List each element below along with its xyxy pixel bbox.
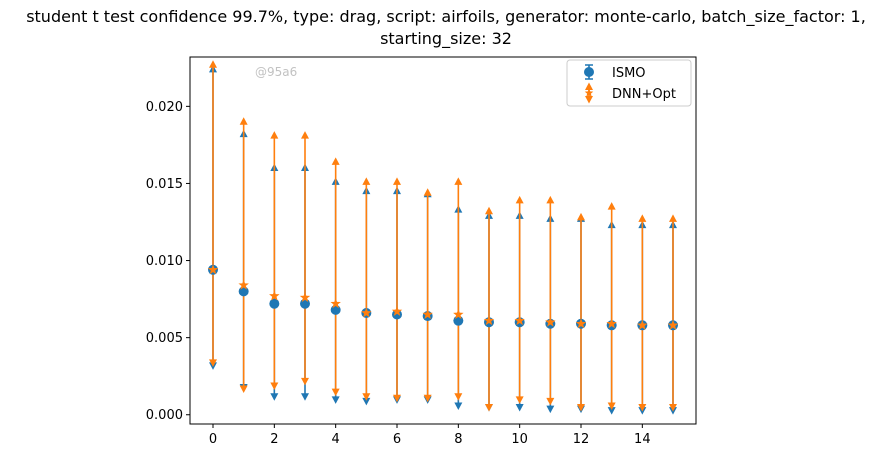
- dnn-upper-cap: [301, 131, 309, 139]
- dnn-lower-cap: [239, 385, 248, 394]
- dnn-point: [330, 298, 341, 309]
- dnn-upper-cap: [423, 188, 432, 196]
- dnn-lower-cap: [423, 394, 432, 403]
- dnn-upper-cap: [607, 202, 616, 210]
- dnn-upper-cap: [209, 60, 217, 68]
- dnn-point: [575, 318, 587, 329]
- ismo-lower-cap: [515, 404, 524, 412]
- dnn-point: [667, 319, 679, 330]
- y-tick-label: 0.010: [146, 254, 183, 269]
- ismo-lower-cap: [331, 396, 340, 404]
- dnn-upper-cap: [454, 177, 463, 185]
- ismo-point: [330, 304, 341, 315]
- x-tick-label: 0: [209, 432, 217, 447]
- ismo-lower-cap: [546, 405, 555, 414]
- ismo-point: [300, 298, 310, 309]
- dnn-point: [207, 264, 219, 275]
- legend-dnn-marker: [584, 88, 594, 97]
- dnn-lower-cap: [669, 404, 677, 412]
- dnn-point: [361, 307, 372, 318]
- dnn-point: [238, 279, 249, 290]
- x-tick-label: 8: [454, 432, 462, 447]
- legend-box: [566, 59, 692, 107]
- dnn-point: [453, 309, 464, 319]
- legend-dnn-label: DNN+Opt: [612, 87, 676, 102]
- error-bars-layer: [209, 60, 677, 415]
- dnn-upper-cap: [270, 131, 279, 139]
- dnn-upper-cap: [362, 177, 371, 185]
- legend-dnn-cap: [585, 82, 593, 90]
- dnn-point: [637, 319, 648, 330]
- ismo-lower-cap: [607, 407, 616, 415]
- x-tick-label: 10: [511, 432, 528, 447]
- dnn-upper-cap: [669, 214, 677, 222]
- dnn-lower-cap: [362, 393, 371, 401]
- dnn-lower-cap: [546, 397, 555, 406]
- ismo-point: [453, 315, 464, 326]
- y-axis-ticks: 0.000 0.005 0.010 0.015 0.020: [146, 100, 190, 423]
- chart-title-line-1: student t test confidence 99.7%, type: d…: [26, 7, 866, 26]
- dnn-upper-cap: [331, 157, 340, 165]
- y-tick-label: 0.020: [146, 100, 183, 115]
- x-tick-label: 12: [573, 432, 590, 447]
- ismo-lower-cap: [454, 402, 463, 410]
- y-tick-label: 0.000: [146, 408, 183, 423]
- dnn-point: [514, 315, 525, 326]
- dnn-lower-cap: [270, 382, 279, 390]
- dnn-point: [391, 305, 403, 316]
- legend-ismo-label: ISMO: [612, 66, 646, 81]
- dnn-upper-cap: [393, 177, 401, 185]
- dnn-point: [299, 292, 311, 302]
- dnn-lower-cap: [209, 359, 217, 367]
- chart-title-line-2: starting_size: 32: [380, 29, 512, 48]
- ismo-lower-cap: [301, 393, 309, 401]
- x-tick-label: 4: [332, 432, 340, 447]
- ismo-point: [392, 309, 402, 320]
- dnn-lower-cap: [577, 404, 585, 412]
- x-tick-label: 6: [393, 432, 401, 447]
- legend-ismo-marker: [584, 67, 594, 77]
- x-tick-label: 2: [270, 432, 278, 447]
- y-tick-label: 0.005: [146, 331, 183, 346]
- dnn-lower-cap: [485, 404, 493, 412]
- watermark-text: @95a6: [255, 65, 297, 79]
- dnn-upper-cap: [546, 195, 555, 204]
- plot-area-frame: [189, 56, 697, 425]
- dnn-point: [269, 290, 280, 301]
- dnn-lower-cap: [515, 396, 524, 404]
- dnn-upper-cap: [515, 195, 524, 204]
- x-tick-label: 14: [634, 432, 651, 447]
- x-axis-ticks: 0 2 4 6 8 10 12 14: [209, 424, 651, 447]
- dnn-upper-cap: [638, 214, 647, 222]
- dnn-point: [606, 318, 617, 329]
- ismo-point: [269, 298, 280, 309]
- ismo-point: [238, 286, 249, 297]
- dnn-lower-cap: [454, 393, 463, 401]
- dnn-lower-cap: [607, 402, 616, 410]
- dnn-upper-cap: [485, 206, 493, 215]
- dnn-point: [422, 309, 433, 319]
- dnn-upper-cap: [239, 117, 248, 125]
- dnn-lower-cap: [331, 388, 340, 397]
- dnn-upper-cap: [577, 212, 585, 221]
- legend: ISMO DNN+Opt: [566, 59, 692, 107]
- ismo-lower-cap: [362, 397, 371, 406]
- dnn-lower-cap: [393, 394, 401, 403]
- dnn-lower-cap: [301, 377, 309, 386]
- dnn-point: [483, 315, 495, 326]
- dnn-lower-cap: [638, 404, 647, 412]
- legend-dnn-cap: [585, 96, 593, 104]
- ismo-lower-cap: [270, 393, 279, 401]
- markers-layer: [207, 264, 679, 331]
- dnn-point: [545, 316, 556, 327]
- y-tick-label: 0.015: [146, 177, 183, 192]
